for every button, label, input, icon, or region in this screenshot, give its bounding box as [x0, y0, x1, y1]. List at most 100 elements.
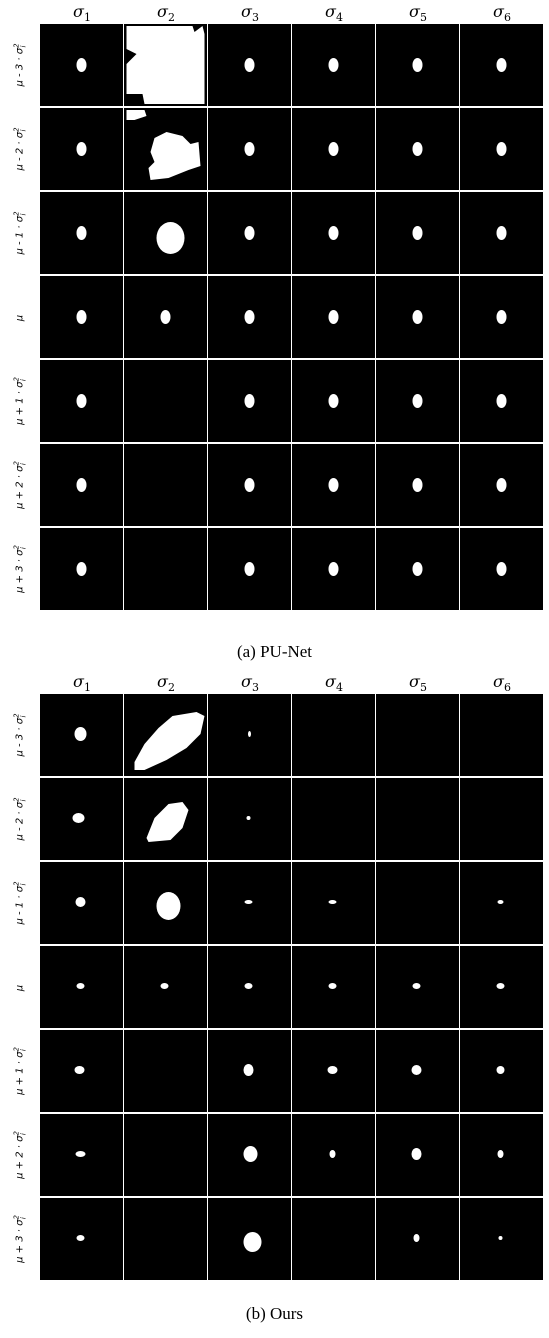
row-label: μ - 2 · σ2i [0, 778, 40, 862]
mask-cell [376, 528, 459, 610]
column-header-subscript: 5 [419, 681, 427, 695]
mask-cell [376, 192, 459, 274]
column-header-subscript: 4 [335, 681, 343, 695]
row-label: μ [0, 946, 40, 1030]
mask-cell [40, 946, 123, 1028]
mask-cell [460, 192, 543, 274]
segmentation-mask [496, 394, 507, 408]
mask-cell [376, 444, 459, 526]
mask-cell [292, 1198, 375, 1280]
mask-cell [208, 778, 291, 860]
mask-cell [376, 1198, 459, 1280]
segmentation-mask [134, 712, 205, 770]
segmentation-mask [496, 562, 507, 576]
row-label-text: μ + 2 · σ2i [12, 461, 28, 509]
mask-cell [460, 862, 543, 944]
row-label-text: μ - 3 · σ2i [12, 713, 28, 757]
column-header-sigma-3: σ3 [208, 0, 292, 24]
segmentation-mask [412, 58, 423, 72]
segmentation-mask [412, 562, 423, 576]
column-header-symbol: σ [493, 672, 504, 691]
column-header-symbol: σ [325, 672, 336, 691]
column-header-sigma-2: σ2 [124, 0, 208, 24]
segmentation-mask [75, 1151, 86, 1157]
mask-cell [292, 192, 375, 274]
mask-cell [292, 528, 375, 610]
mask-cell [208, 694, 291, 776]
mask-cell [376, 694, 459, 776]
mask-cell [124, 1114, 207, 1196]
column-header-subscript: 4 [335, 11, 343, 25]
segmentation-mask [244, 900, 253, 904]
mask-cell [460, 694, 543, 776]
column-header-subscript: 1 [83, 11, 91, 25]
column-header-subscript: 3 [251, 11, 259, 25]
segmentation-mask [124, 1114, 207, 1196]
mask-cell [460, 444, 543, 526]
segmentation-mask [76, 310, 87, 324]
segmentation-mask [328, 478, 339, 492]
mask-cell [292, 108, 375, 190]
column-header-symbol: σ [241, 672, 252, 691]
mask-cell [376, 24, 459, 106]
segmentation-mask [328, 58, 339, 72]
row-label: μ + 2 · σ2i [0, 1114, 40, 1198]
segmentation-mask [496, 1066, 505, 1074]
mask-cell [376, 946, 459, 1028]
segmentation-mask [244, 226, 255, 240]
mask-cell [292, 1114, 375, 1196]
mask-cell [208, 528, 291, 610]
mask-cell [40, 276, 123, 358]
mask-cell [460, 108, 543, 190]
mask-cell [124, 444, 207, 526]
column-header-sigma-3: σ3 [208, 670, 292, 694]
mask-cell [208, 1114, 291, 1196]
row-label-text: μ - 2 · σ2i [12, 797, 28, 841]
row-label-text: μ + 3 · σ2i [12, 1215, 28, 1263]
column-header-subscript: 1 [83, 681, 91, 695]
mask-cell [40, 778, 123, 860]
row-label-subscript: i [19, 45, 28, 48]
segmentation-mask [460, 694, 543, 776]
row-label: μ - 3 · σ2i [0, 694, 40, 778]
segmentation-mask [327, 1066, 338, 1074]
row-label-subscript: i [19, 1217, 28, 1220]
mask-cell [40, 24, 123, 106]
segmentation-mask [412, 983, 421, 989]
mask-cell [40, 862, 123, 944]
column-header-sigma-1: σ1 [40, 670, 124, 694]
column-header-symbol: σ [73, 672, 84, 691]
column-header-subscript: 3 [251, 681, 259, 695]
mask-cell [376, 1114, 459, 1196]
column-header-symbol: σ [241, 2, 252, 21]
segmentation-mask [160, 310, 171, 324]
mask-cell [208, 946, 291, 1028]
segmentation-mask [248, 731, 251, 737]
column-header-sigma-6: σ6 [460, 0, 544, 24]
mask-cell [40, 1198, 123, 1280]
segmentation-mask [412, 226, 423, 240]
mask-cell [40, 1030, 123, 1112]
segmentation-mask [328, 983, 337, 989]
row-label: μ - 3 · σ2i [0, 24, 40, 108]
mask-cell [208, 108, 291, 190]
mask-cell [460, 1030, 543, 1112]
row-label-text: μ + 1 · σ2i [12, 1047, 28, 1095]
segmentation-mask [244, 478, 255, 492]
segmentation-mask [496, 226, 507, 240]
segmentation-mask [76, 58, 87, 72]
segmentation-mask [244, 142, 255, 156]
mask-cell [376, 360, 459, 442]
segmentation-mask [244, 58, 255, 72]
segmentation-mask [124, 1198, 207, 1280]
row-label-subscript: i [19, 715, 28, 718]
segmentation-mask [411, 1148, 422, 1160]
mask-cell [292, 24, 375, 106]
mask-cell [292, 444, 375, 526]
column-header-subscript: 6 [503, 681, 511, 695]
row-label-subscript: i [19, 883, 28, 886]
segmentation-mask [376, 862, 459, 944]
segmentation-mask [411, 1065, 422, 1075]
segmentation-mask [76, 478, 87, 492]
mask-cell [292, 1030, 375, 1112]
